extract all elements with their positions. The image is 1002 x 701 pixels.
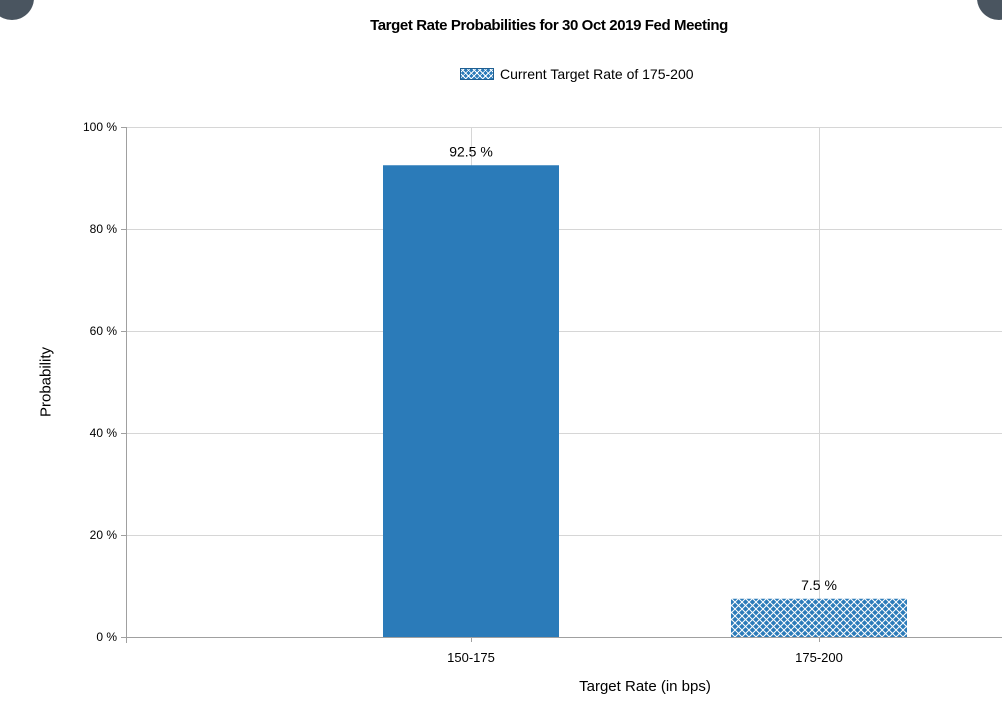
y-tick-label: 80 % bbox=[90, 222, 118, 236]
y-tick-label: 100 % bbox=[83, 120, 117, 134]
axis-layer bbox=[121, 127, 1002, 643]
label-layer: 0 % 20 % 40 % 60 % 80 % 100 % 92.5 % 150-175 7.5… bbox=[83, 120, 843, 665]
bar-value-label: 92.5 % bbox=[449, 143, 493, 159]
legend-label: Current Target Rate of 175-200 bbox=[500, 66, 694, 82]
y-tick-label: 0 % bbox=[96, 630, 117, 644]
bar-175-200 bbox=[731, 598, 907, 637]
bar-150-175 bbox=[383, 165, 559, 637]
y-tick-label: 60 % bbox=[90, 324, 118, 338]
x-tick-label: 150-175 bbox=[447, 650, 495, 665]
y-tick-label: 20 % bbox=[90, 528, 118, 542]
x-tick-label: 175-200 bbox=[795, 650, 843, 665]
bar-layer bbox=[383, 165, 907, 637]
chart-title: Target Rate Probabilities for 30 Oct 201… bbox=[370, 17, 728, 34]
legend-swatch-crosshatch bbox=[460, 68, 494, 80]
y-tick-label: 40 % bbox=[90, 426, 118, 440]
x-axis-title: Target Rate (in bps) bbox=[579, 678, 711, 695]
grid-layer bbox=[126, 127, 1002, 637]
y-axis-title: Probability bbox=[37, 346, 55, 418]
corner-button-left[interactable] bbox=[0, 0, 34, 20]
chart-legend: Current Target Rate of 175-200 bbox=[460, 66, 694, 82]
bar-value-label: 7.5 % bbox=[801, 577, 837, 593]
